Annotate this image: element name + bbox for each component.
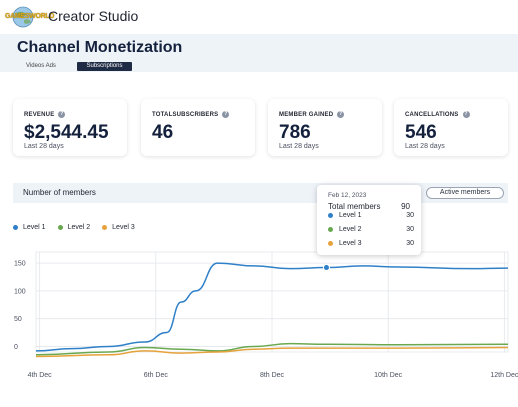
chart-legend: Level 1 Level 2 Level 3: [13, 222, 147, 232]
stat-card-cancellations: CANCELLATIONS? 546 Last 28 days: [394, 99, 508, 156]
stat-card-member-gained: MEMBER GAINED? 786 Last 28 days: [268, 99, 382, 156]
series-line-level-2[interactable]: [35, 342, 509, 356]
chart-series: [35, 262, 509, 358]
highlight-point[interactable]: [322, 264, 330, 272]
tab-videos-ads[interactable]: Videos Ads: [26, 63, 56, 69]
tooltip-row-label: Level 1: [339, 212, 362, 219]
tooltip-total-value: 90: [401, 202, 410, 211]
stat-value: 46: [152, 122, 174, 143]
chart-tooltip: Feb 12, 2023 Total members 90 Level 1 30…: [317, 185, 421, 255]
tab-subscriptions[interactable]: Subscriptions: [77, 62, 132, 71]
logo-text: GAMESWORLD: [5, 13, 55, 20]
y-tick-label: 50: [14, 316, 22, 323]
stat-period: Last 28 days: [279, 143, 319, 150]
stat-label: REVENUE: [24, 112, 55, 119]
logo[interactable]: GAMESWORLD: [4, 6, 54, 28]
chart-title: Number of members: [23, 188, 96, 197]
legend-dot: [13, 224, 18, 230]
stat-value: 786: [279, 122, 311, 143]
tooltip-row-value: 30: [406, 212, 414, 219]
tooltip-dot: [328, 213, 333, 218]
stat-period: Last 28 days: [24, 143, 64, 150]
legend-item-level-3[interactable]: Level 3: [102, 224, 135, 231]
tooltip-dot: [328, 241, 333, 246]
x-tick-label: 10th Dec: [374, 372, 403, 379]
y-tick-label: 150: [14, 261, 26, 268]
tooltip-date: Feb 12, 2023: [328, 192, 367, 199]
app-title: Creator Studio: [48, 8, 139, 24]
stat-card-total-subscribers: TOTALSUBSCRIBERS? 46: [141, 99, 255, 156]
top-bar: GAMESWORLD Creator Studio: [0, 0, 518, 34]
page-title: Channel Monetization: [17, 39, 183, 56]
tooltip-row-value: 30: [406, 226, 414, 233]
stat-period: Last 28 days: [405, 143, 445, 150]
series-line-level-3[interactable]: [35, 346, 509, 358]
stat-value: $2,544.45: [24, 122, 109, 143]
legend-label: Level 2: [67, 223, 91, 231]
x-tick-label: 4th Dec: [28, 372, 53, 379]
stat-label: TOTALSUBSCRIBERS: [152, 112, 219, 119]
members-line-chart: 0 50 100 150 4th Dec 6th Dec 8th Dec 10th Dec 1…: [14, 251, 518, 379]
y-tick-label: 0: [14, 344, 18, 351]
legend-label: Level 3: [112, 223, 135, 231]
x-tick-label: 8th Dec: [260, 372, 285, 379]
x-tick-label: 6th Dec: [144, 372, 169, 379]
series-line-level-1[interactable]: [35, 262, 509, 352]
x-tick-label: 12th Dec: [490, 372, 518, 379]
globe-icon: [12, 6, 34, 28]
legend-dot: [102, 224, 108, 230]
legend-item-level-1[interactable]: Level 1: [13, 224, 46, 231]
legend-label: Level 1: [23, 223, 46, 231]
help-icon[interactable]: ?: [58, 111, 66, 118]
help-icon[interactable]: ?: [462, 111, 470, 118]
y-tick-label: 100: [14, 288, 26, 295]
tooltip-total-label: Total members: [328, 202, 381, 211]
x-axis-ticks: 4th Dec 6th Dec 8th Dec 10th Dec 12th Dec: [28, 372, 518, 379]
y-axis-ticks: 0 50 100 150: [14, 261, 26, 351]
help-icon[interactable]: ?: [337, 111, 345, 118]
stat-card-revenue: REVENUE? $2,544.45 Last 28 days: [13, 99, 127, 156]
legend-dot: [57, 224, 63, 230]
legend-item-level-2[interactable]: Level 2: [57, 223, 91, 231]
active-members-button[interactable]: Active members: [426, 187, 504, 199]
tooltip-dot: [328, 227, 333, 232]
tooltip-row-label: Level 3: [339, 240, 362, 247]
tooltip-row-label: Level 2: [339, 226, 362, 233]
help-icon[interactable]: ?: [222, 111, 230, 118]
stat-label: CANCELLATIONS: [405, 112, 459, 119]
stat-value: 546: [405, 122, 437, 143]
stat-label: MEMBER GAINED: [279, 112, 334, 119]
tooltip-row-value: 30: [406, 240, 414, 247]
